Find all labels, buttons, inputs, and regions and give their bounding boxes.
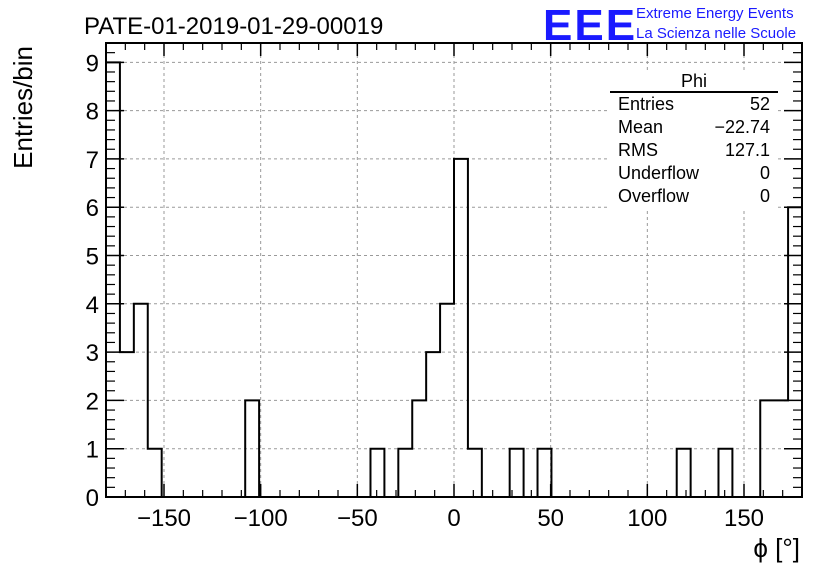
stats-value: 0 (760, 186, 770, 206)
histogram-bin (148, 449, 162, 497)
x-tick-label: 150 (724, 505, 764, 532)
y-tick-label: 0 (86, 485, 99, 512)
x-tick-label: −150 (137, 505, 191, 532)
y-tick-label: 3 (86, 340, 99, 367)
stats-label: Underflow (618, 163, 700, 183)
histogram-bin (454, 159, 468, 497)
eee-logo: EEE Extreme Energy Events La Scienza nel… (543, 1, 796, 50)
histogram-bin (426, 352, 440, 497)
x-axis-label: ϕ [°] (753, 533, 800, 563)
x-tick-label: −50 (337, 505, 378, 532)
histogram-bin (120, 352, 134, 497)
stats-box-title: Phi (681, 71, 707, 91)
histogram-bin (468, 449, 482, 497)
y-tick-label: 9 (86, 50, 99, 77)
histogram-bin (134, 304, 148, 497)
histogram-bin (538, 449, 552, 497)
histogram-bin (398, 449, 412, 497)
logo-line-2: La Scienza nelle Scuole (636, 25, 796, 42)
y-tick-label: 6 (86, 195, 99, 222)
y-tick-label: 4 (86, 292, 99, 319)
x-tick-label: 100 (627, 505, 667, 532)
y-axis-label: Entries/bin (8, 46, 38, 169)
histogram-bin (106, 62, 120, 497)
y-tick-labels: 0 1 2 3 4 5 6 7 8 9 (86, 50, 99, 512)
stats-value: 52 (750, 94, 770, 114)
stats-value: −22.74 (714, 117, 770, 137)
stats-box: Phi Entries 52 Mean −22.74 RMS 127.1 Underflow… (610, 70, 778, 208)
histogram-bin (718, 449, 732, 497)
histogram-bin (677, 449, 691, 497)
stats-label: Mean (618, 117, 663, 137)
y-tick-label: 1 (86, 437, 99, 464)
histogram-bin (370, 449, 384, 497)
logo-line-1: Extreme Energy Events (636, 5, 794, 22)
axis-ticks (106, 42, 802, 498)
stats-value: 127.1 (725, 140, 770, 160)
y-tick-label: 7 (86, 147, 99, 174)
x-tick-label: 50 (537, 505, 564, 532)
chart-title: PATE-01-2019-01-29-00019 (84, 13, 383, 40)
stats-rows: Entries 52 Mean −22.74 RMS 127.1 Underflow 0 Ove… (618, 94, 770, 206)
histogram-bin (510, 449, 524, 497)
stats-value: 0 (760, 163, 770, 183)
stats-label: Entries (618, 94, 674, 114)
x-tick-labels: −150 −100 −50 0 50 100 150 (137, 505, 764, 532)
x-tick-label: −100 (234, 505, 288, 532)
y-tick-label: 5 (86, 244, 99, 271)
logo-letters: EEE (543, 1, 637, 50)
stats-label: Overflow (618, 186, 690, 206)
x-tick-label: 0 (447, 505, 460, 532)
y-tick-label: 8 (86, 99, 99, 126)
stats-label: RMS (618, 140, 658, 160)
y-tick-label: 2 (86, 388, 99, 415)
